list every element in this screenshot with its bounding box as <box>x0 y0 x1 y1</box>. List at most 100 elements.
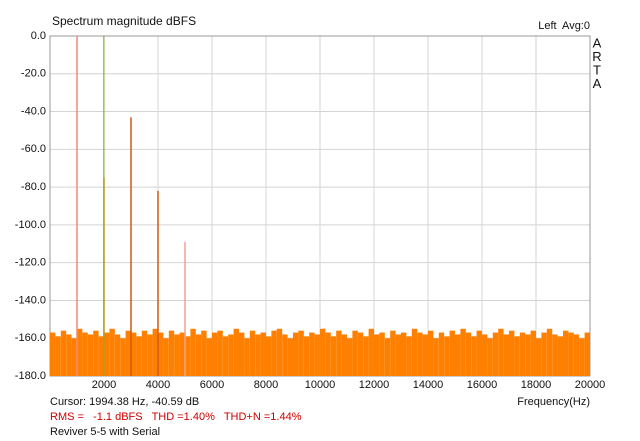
y-tick-label: -60.0 <box>21 143 46 155</box>
noise-bin <box>168 330 175 376</box>
noise-bin <box>460 328 466 376</box>
y-tick-label: -140.0 <box>15 294 46 306</box>
x-tick-label: 20000 <box>575 379 606 391</box>
noise-bin <box>98 336 104 376</box>
y-tick-label: -180.0 <box>15 370 46 382</box>
y-tick-label: -160.0 <box>15 332 46 344</box>
noise-bin <box>114 334 121 376</box>
noise-bin <box>66 334 72 376</box>
noise-bin <box>390 330 396 376</box>
noise-bin <box>411 328 418 376</box>
noise-bin <box>185 336 191 376</box>
noise-bin <box>190 328 196 376</box>
noise-bin <box>271 330 277 376</box>
noise-bin <box>465 332 472 376</box>
noise-bin <box>503 334 509 376</box>
noise-bin <box>60 330 67 376</box>
noise-bin <box>584 332 590 376</box>
noise-bin <box>87 334 94 376</box>
noise-bin <box>206 338 212 376</box>
noise-bin <box>471 336 477 376</box>
noise-bin <box>498 328 504 376</box>
y-tick-label: -40.0 <box>21 105 46 117</box>
noise-bin <box>352 330 358 376</box>
y-tick-label: -20.0 <box>21 68 46 80</box>
noise-bin <box>120 338 126 376</box>
y-tick-label: -100.0 <box>15 219 46 231</box>
noise-bin <box>260 332 266 376</box>
stats: RMS = -1.1 dBFS THD =1.40% THD+N =1.44% <box>50 411 302 423</box>
noise-bin <box>357 332 364 376</box>
noise-bin <box>546 328 553 376</box>
noise-bin <box>201 330 207 376</box>
noise-bin <box>557 336 563 376</box>
noise-bin <box>244 338 250 376</box>
noise-bin <box>476 330 482 376</box>
noise-bin <box>212 332 218 376</box>
x-tick-label: 14000 <box>413 379 444 391</box>
noise-bin <box>309 332 315 376</box>
cursor-readout: Cursor: 1994.38 Hz, -40.59 dB <box>50 396 199 408</box>
noise-bin <box>287 338 293 376</box>
noise-bin <box>163 338 169 376</box>
x-tick-label: 18000 <box>521 379 552 391</box>
noise-bin <box>255 334 261 376</box>
noise-bin <box>487 338 493 376</box>
noise-bin <box>303 336 310 376</box>
noise-bin <box>298 330 304 376</box>
noise-bin <box>525 334 531 376</box>
x-tick-label: 6000 <box>200 379 224 391</box>
noise-bin <box>336 330 342 376</box>
x-tick-label: 4000 <box>146 379 170 391</box>
noise-bin <box>195 334 202 376</box>
noise-bin <box>379 332 385 376</box>
noise-bin <box>519 332 526 376</box>
chart-title: Spectrum magnitude dBFS <box>52 14 196 28</box>
noise-bin <box>401 332 407 376</box>
noise-bin <box>239 332 245 376</box>
noise-bin <box>249 330 256 376</box>
noise-bin <box>320 328 326 376</box>
noise-bin <box>266 336 272 376</box>
noise-bin <box>174 334 180 376</box>
noise-bin <box>152 328 158 376</box>
noise-bin <box>438 332 445 376</box>
noise-bin <box>93 330 99 376</box>
noise-bin <box>50 332 56 376</box>
x-tick-label: 2000 <box>92 379 116 391</box>
noise-bin <box>293 332 299 376</box>
brand-letter: R <box>592 49 601 64</box>
noise-bin <box>330 336 337 376</box>
brand-letter: A <box>593 76 602 91</box>
noise-bin <box>422 334 428 376</box>
noise-bin <box>228 334 234 376</box>
noise-bin <box>104 332 110 376</box>
noise-bin <box>568 332 574 376</box>
noise-bin <box>444 336 450 376</box>
channel-label: Left Avg:0 <box>538 20 590 32</box>
noise-bin <box>217 330 223 376</box>
noise-bin <box>563 330 569 376</box>
noise-bin <box>141 330 148 376</box>
y-tick-label: -80.0 <box>21 181 46 193</box>
noise-bin <box>374 334 380 376</box>
noise-bin <box>573 334 580 376</box>
noise-bin <box>233 328 239 376</box>
y-tick-label: -120.0 <box>15 257 46 269</box>
noise-bin <box>492 332 499 376</box>
noise-bin <box>325 332 331 376</box>
noise-bin <box>276 328 283 376</box>
x-tick-label: 10000 <box>305 379 336 391</box>
caption: Reviver 5-5 with Serial <box>50 426 160 438</box>
noise-bin <box>282 334 288 376</box>
noise-bin <box>368 328 374 376</box>
noise-bin <box>433 338 439 376</box>
noise-bin <box>82 332 88 376</box>
x-tick-label: 8000 <box>254 379 278 391</box>
noise-bin <box>428 330 434 376</box>
noise-bin <box>109 328 115 376</box>
x-axis-label: Frequency(Hz) <box>517 396 590 408</box>
noise-bin <box>179 332 185 376</box>
noise-bin <box>71 338 77 376</box>
